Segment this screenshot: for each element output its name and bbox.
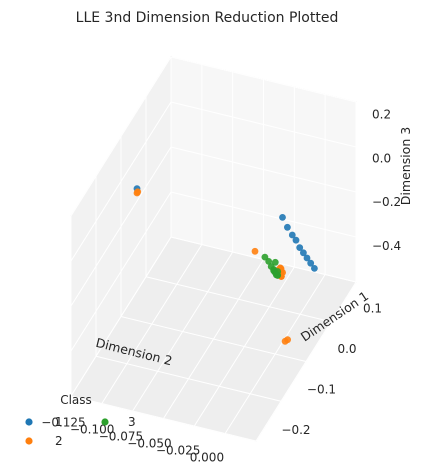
point-class-3	[271, 258, 279, 266]
x-tick-label: 0.000	[190, 450, 224, 464]
gridline-y	[95, 355, 282, 402]
gridline-y	[145, 276, 332, 323]
legend-marker-1	[25, 418, 33, 426]
x-tick-label: −0.125	[41, 416, 85, 430]
gridline-y	[120, 316, 307, 362]
point-class-1	[288, 231, 296, 239]
gridline-z	[70, 191, 172, 352]
legend-label-2: 2	[55, 434, 63, 448]
gridline-z	[70, 101, 172, 262]
gridlines	[70, 56, 357, 442]
point-class-1	[300, 249, 307, 257]
gridline-z	[70, 146, 172, 307]
chart-title: LLE 3nd Dimension Reduction Plotted	[76, 10, 339, 26]
gridline-z	[170, 101, 357, 148]
gridline-z	[170, 56, 357, 103]
y-tick-label: −0.1	[307, 382, 336, 396]
z-tick-label: −0.4	[372, 239, 401, 253]
z-axis-label: Dimension 3	[398, 127, 413, 205]
y-tick-label: 0.0	[337, 342, 356, 356]
point-class-1	[284, 223, 291, 231]
point-class-1	[279, 214, 286, 221]
z-tick-label: −0.2	[372, 195, 401, 209]
point-class-1	[303, 254, 311, 262]
gridline-z	[170, 146, 357, 193]
point-class-2	[281, 337, 289, 345]
point-class-1	[311, 265, 318, 272]
x-tick-label: −0.075	[99, 429, 143, 443]
x-tick-label: −0.100	[70, 423, 114, 437]
x-tick-label: −0.025	[156, 443, 200, 457]
legend-label-3: 3	[128, 415, 136, 429]
point-class-2	[251, 247, 259, 255]
legend-marker-2	[25, 437, 33, 445]
z-tick-label: 0.0	[372, 151, 391, 165]
gridline-z	[70, 56, 172, 217]
gridline-z	[70, 236, 172, 397]
point-class-1	[296, 244, 304, 252]
gridline-y	[70, 395, 257, 442]
y-tick-label: −0.2	[281, 423, 310, 437]
legend-label-1: 1	[55, 415, 63, 429]
point-class-1	[292, 236, 300, 244]
point-class-1	[307, 259, 315, 267]
legend: Class 1 2 3	[25, 393, 136, 448]
point-class-2	[134, 188, 142, 196]
data-points	[133, 185, 318, 345]
point-class-3	[267, 263, 275, 270]
point-class-3	[261, 253, 269, 261]
y-tick-label: 0.1	[363, 301, 382, 315]
legend-marker-3	[101, 418, 109, 426]
z-tick-label: 0.2	[372, 107, 391, 121]
legend-title: Class	[60, 393, 92, 407]
gridline-z	[170, 191, 357, 238]
x-tick-label: −0.050	[127, 436, 171, 450]
